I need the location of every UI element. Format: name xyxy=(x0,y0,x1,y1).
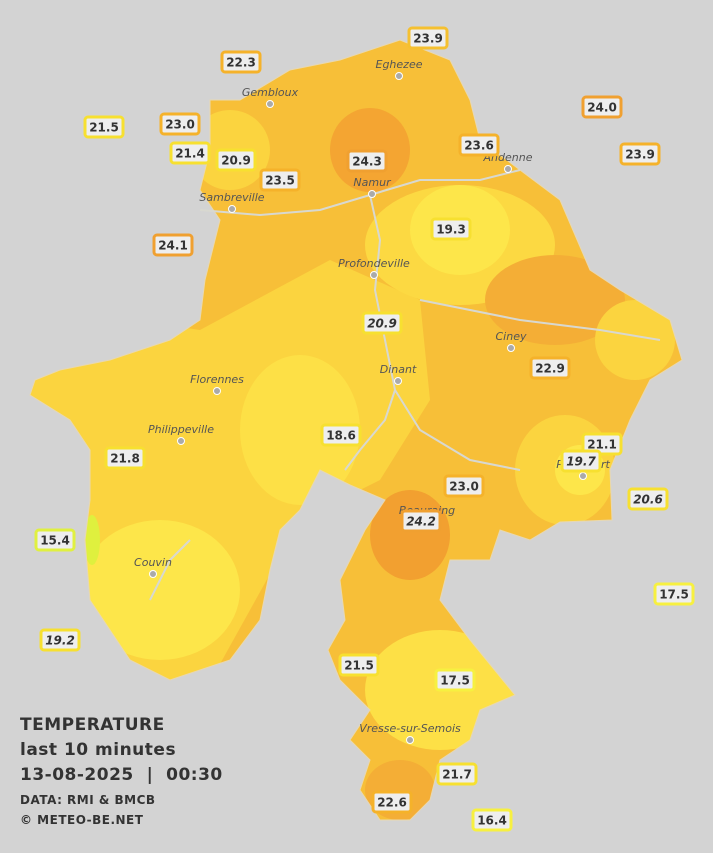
station-box xyxy=(653,582,695,606)
station-box xyxy=(83,115,125,139)
station-box xyxy=(371,790,413,814)
station-value: 15.4 xyxy=(40,534,70,548)
city-dot xyxy=(177,437,185,445)
station-box xyxy=(619,142,661,166)
city-dot xyxy=(507,344,515,352)
city-dot xyxy=(149,570,157,578)
city-label: Ciney xyxy=(496,330,527,343)
station-box xyxy=(159,112,201,136)
station-value: 21.1 xyxy=(587,438,617,452)
station-box xyxy=(436,762,478,786)
station-value: 19.2 xyxy=(45,634,75,648)
station-value: 21.4 xyxy=(175,147,205,161)
station-value: 20.9 xyxy=(221,154,251,168)
station-value: 17.5 xyxy=(659,588,689,602)
station-value: 23.0 xyxy=(449,480,479,494)
city-label: Gembloux xyxy=(242,86,299,99)
station-value: 18.6 xyxy=(326,429,356,443)
title: TEMPERATURE xyxy=(20,715,165,735)
city-dot xyxy=(266,100,274,108)
station-box xyxy=(434,668,476,692)
station-value: 24.1 xyxy=(158,239,188,253)
city-label: Eghezee xyxy=(376,58,423,71)
station-value: 22.9 xyxy=(535,362,565,376)
station-box xyxy=(346,149,388,173)
datetime: 13-08-2025 | 00:30 xyxy=(20,765,223,785)
city-dot xyxy=(370,271,378,279)
station-value: 19.3 xyxy=(436,223,466,237)
station-box xyxy=(560,449,602,473)
station-box xyxy=(400,509,442,533)
city-label: Dinant xyxy=(380,363,417,376)
city-label: Profondeville xyxy=(338,257,410,270)
station-box xyxy=(471,808,513,832)
station-box xyxy=(443,474,485,498)
station-box xyxy=(104,446,146,470)
station-value: 23.9 xyxy=(413,32,443,46)
station-value: 23.5 xyxy=(265,174,295,188)
station-box xyxy=(407,26,449,50)
city-label: Sambreville xyxy=(199,191,264,204)
station-value: 23.6 xyxy=(464,139,494,153)
city-dot xyxy=(395,72,403,80)
station-value: 21.8 xyxy=(110,452,140,466)
station-value: 19.7 xyxy=(566,455,596,469)
city-label: Florennes xyxy=(190,373,244,386)
station-value: 20.6 xyxy=(633,493,663,507)
station-box xyxy=(529,356,571,380)
station-box xyxy=(430,217,472,241)
city-dot xyxy=(228,205,236,213)
station-value: 20.9 xyxy=(367,317,397,331)
stations: 23.9 22.3 21.5 23.0 21.4 20.9 23.5 24.3 23.6 24.0… xyxy=(34,26,695,832)
station-value: 22.3 xyxy=(226,56,256,70)
station-value: 22.6 xyxy=(377,796,407,810)
station-box xyxy=(320,423,362,447)
city-dot xyxy=(394,377,402,385)
station-box xyxy=(220,50,262,74)
station-value: 23.9 xyxy=(625,148,655,162)
city-label: Philippeville xyxy=(148,423,214,436)
station-box xyxy=(338,653,380,677)
source: DATA: RMI & BMCB xyxy=(20,793,156,807)
station-box xyxy=(581,95,623,119)
station-value: 24.2 xyxy=(406,515,436,529)
station-box xyxy=(215,148,257,172)
city-dot xyxy=(504,165,512,173)
city-label: Namur xyxy=(353,176,392,189)
city-dot xyxy=(213,387,221,395)
station-value: 17.5 xyxy=(440,674,470,688)
station-value: 23.0 xyxy=(165,118,195,132)
station-box xyxy=(627,487,669,511)
station-value: 21.5 xyxy=(89,121,119,135)
station-value: 24.3 xyxy=(352,155,382,169)
station-value: 21.7 xyxy=(442,768,472,782)
station-box xyxy=(458,133,500,157)
station-box xyxy=(152,233,194,257)
station-value: 21.5 xyxy=(344,659,374,673)
station-box xyxy=(39,628,81,652)
period: last 10 minutes xyxy=(20,740,176,760)
city-dot xyxy=(579,472,587,480)
station-value: 24.0 xyxy=(587,101,617,115)
station-box xyxy=(361,311,403,335)
station-value: 16.4 xyxy=(477,814,507,828)
station-box xyxy=(34,528,76,552)
credit: © METEO-BE.NET xyxy=(20,813,144,827)
city-dot xyxy=(406,736,414,744)
city-label: Couvin xyxy=(134,556,172,569)
station-box xyxy=(169,141,211,165)
station-box xyxy=(581,432,623,456)
station-box xyxy=(259,168,301,192)
city-label: Vresse-sur-Semois xyxy=(359,722,461,735)
city-dot xyxy=(368,190,376,198)
